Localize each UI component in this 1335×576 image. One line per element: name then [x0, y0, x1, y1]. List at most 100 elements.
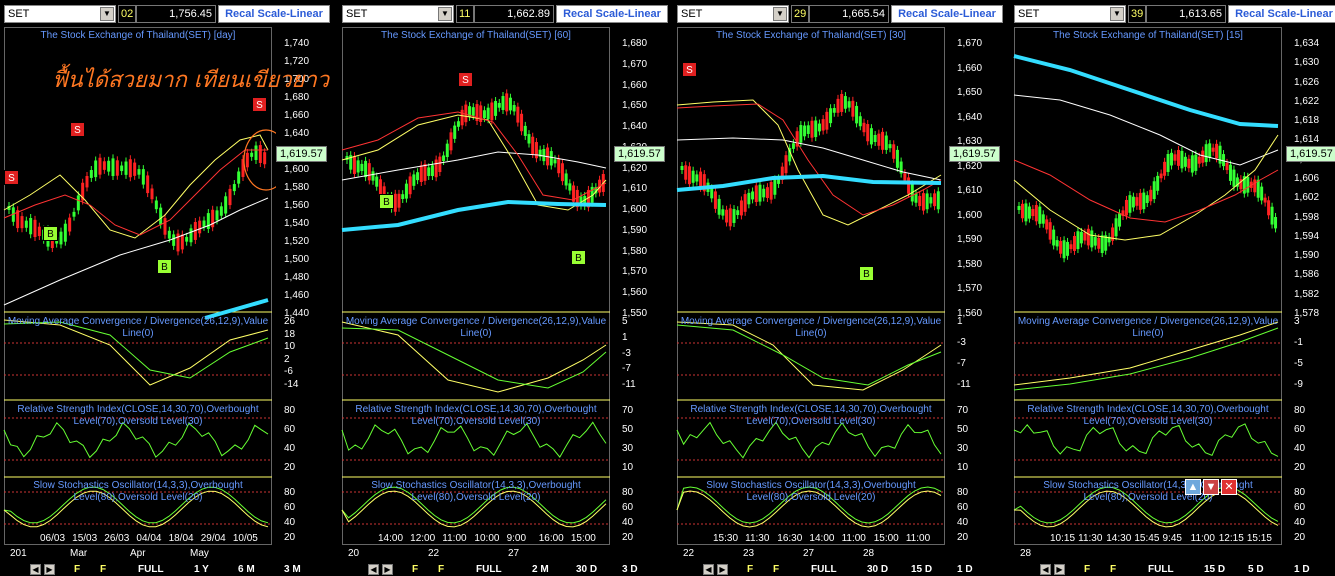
scroll-right-icon[interactable]: ▶ — [382, 564, 393, 575]
range-button-3[interactable]: 1 D — [957, 564, 973, 575]
candle-body — [1242, 176, 1246, 194]
date-tick: Mar — [70, 548, 88, 559]
range-full-button[interactable]: FULL — [1148, 564, 1174, 575]
recal-scale-button[interactable]: Recal Scale-Linear — [556, 5, 668, 23]
candle-body — [501, 96, 505, 110]
range-button-3[interactable]: 3 D — [622, 564, 638, 575]
candle-body — [769, 181, 773, 200]
scroll-left-icon[interactable]: ◀ — [703, 564, 714, 575]
stoch-title: Slow Stochastics Oscillator(14,3,3),Over… — [33, 480, 243, 503]
macd-tick: -11 — [622, 379, 636, 390]
candle-body — [33, 219, 37, 238]
chevron-down-icon[interactable]: ▼ — [1110, 7, 1124, 21]
candle-body — [434, 159, 438, 178]
candle-body — [762, 188, 766, 198]
move-up-icon[interactable]: ▲ — [1185, 479, 1201, 495]
macd-signal-line — [676, 324, 942, 386]
range-button-3[interactable]: 1 D — [1294, 564, 1310, 575]
date-tick: 22 — [428, 548, 440, 559]
range-toolbar: ◀ ▶ F F FULL 2 M 30 D 3 D — [338, 563, 673, 576]
move-down-icon[interactable]: ▼ — [1203, 479, 1219, 495]
candle-body — [1208, 143, 1212, 158]
chevron-down-icon[interactable]: ▼ — [773, 7, 787, 21]
macd-title: Moving Average Convergence / Divergence(… — [1017, 316, 1279, 339]
time-tick: 06/03 — [40, 533, 66, 544]
last-price: 1,756.45 — [136, 5, 216, 23]
candle-body — [111, 158, 115, 177]
candle-body — [702, 174, 706, 192]
font-button[interactable]: F — [1084, 564, 1091, 575]
font-button-2[interactable]: F — [100, 564, 107, 575]
candle-body — [479, 105, 483, 122]
price-tick: 1,440 — [284, 308, 310, 319]
price-tick: 1,650 — [957, 87, 983, 99]
macd-tick: -9 — [1294, 379, 1303, 390]
candle-body — [456, 121, 460, 127]
scroll-left-icon[interactable]: ◀ — [30, 564, 41, 575]
symbol-select[interactable]: SET ▼ — [4, 5, 116, 23]
date-tick: 28 — [863, 548, 875, 559]
buy-signal: B — [859, 266, 874, 281]
candle-body — [128, 159, 132, 178]
range-toolbar: ◀ ▶ F F FULL 15 D 5 D 1 D — [1010, 563, 1335, 576]
candle-body — [1211, 147, 1215, 152]
candle-body — [1045, 219, 1049, 230]
font-button[interactable]: F — [74, 564, 81, 575]
candle-body — [1027, 206, 1031, 219]
font-button[interactable]: F — [412, 564, 419, 575]
symbol-value: SET — [1018, 8, 1040, 20]
candle-body — [568, 183, 572, 191]
chevron-down-icon[interactable]: ▼ — [438, 7, 452, 21]
last-price: 1,613.65 — [1146, 5, 1226, 23]
candle-body — [206, 213, 210, 229]
price-tick: 1,622 — [1294, 95, 1320, 107]
font-button-2[interactable]: F — [1110, 564, 1117, 575]
range-button-1[interactable]: 2 M — [532, 564, 549, 575]
chart-frame — [342, 27, 610, 545]
scroll-right-icon[interactable]: ▶ — [1054, 564, 1065, 575]
scroll-right-icon[interactable]: ▶ — [717, 564, 728, 575]
symbol-select[interactable]: SET ▼ — [1014, 5, 1126, 23]
chart-panel: SET ▼ 02 1,756.45 Recal Scale-Linear The Stoc… — [0, 0, 335, 576]
font-button[interactable]: F — [747, 564, 754, 575]
chevron-down-icon[interactable]: ▼ — [100, 7, 114, 21]
range-full-button[interactable]: FULL — [811, 564, 837, 575]
font-button-2[interactable]: F — [438, 564, 445, 575]
candle-body — [806, 125, 810, 134]
macd-signal-line — [3, 321, 269, 379]
recal-scale-button[interactable]: Recal Scale-Linear — [891, 5, 1003, 23]
range-full-button[interactable]: FULL — [476, 564, 502, 575]
symbol-select[interactable]: SET ▼ — [342, 5, 454, 23]
candle-body — [549, 151, 553, 166]
range-button-2[interactable]: 15 D — [911, 564, 933, 575]
range-button-3[interactable]: 3 M — [284, 564, 301, 575]
candle-body — [739, 200, 743, 216]
candle-body — [534, 142, 538, 159]
scroll-left-icon[interactable]: ◀ — [368, 564, 379, 575]
recal-scale-button[interactable]: Recal Scale-Linear — [1228, 5, 1335, 23]
recal-scale-button[interactable]: Recal Scale-Linear — [218, 5, 330, 23]
scroll-left-icon[interactable]: ◀ — [1040, 564, 1051, 575]
time-tick: 15:45 — [1134, 533, 1160, 544]
candle-body — [356, 160, 360, 173]
range-button-2[interactable]: 30 D — [576, 564, 598, 575]
range-full-button[interactable]: FULL — [138, 564, 164, 575]
candle-body — [141, 169, 145, 185]
candle-body — [575, 189, 579, 208]
range-button-1[interactable]: 30 D — [867, 564, 889, 575]
stoch-tick: 60 — [284, 502, 296, 513]
candle-body — [590, 186, 594, 203]
chart-toolbar: SET ▼ 02 1,756.45 Recal Scale-Linear — [0, 3, 335, 25]
range-button-1[interactable]: 1 Y — [194, 564, 209, 575]
candle-body — [687, 166, 691, 185]
close-icon[interactable]: ✕ — [1221, 479, 1237, 495]
candle-body — [102, 161, 106, 170]
candle-body — [1100, 235, 1104, 253]
candle-body — [1156, 175, 1160, 191]
symbol-select[interactable]: SET ▼ — [677, 5, 789, 23]
range-button-2[interactable]: 5 D — [1248, 564, 1264, 575]
scroll-right-icon[interactable]: ▶ — [44, 564, 55, 575]
range-button-1[interactable]: 15 D — [1204, 564, 1226, 575]
range-button-2[interactable]: 6 M — [238, 564, 255, 575]
font-button-2[interactable]: F — [773, 564, 780, 575]
